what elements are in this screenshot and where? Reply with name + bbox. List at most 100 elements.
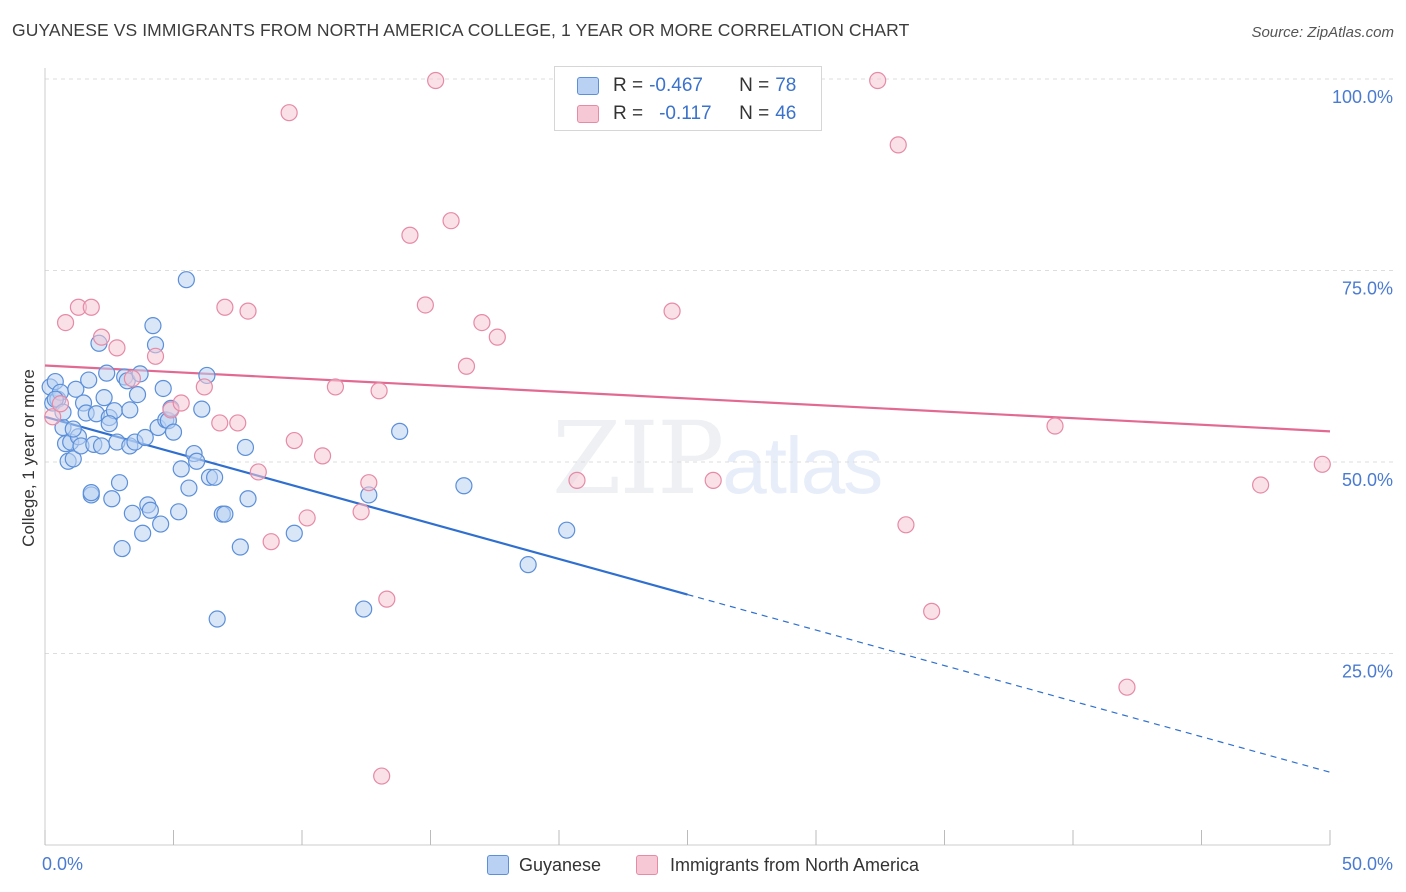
- immigrants-point: [51, 395, 70, 413]
- immigrants-point: [216, 298, 234, 316]
- legend-item-immigrants[interactable]: Immigrants from North America: [636, 852, 919, 878]
- chart-title: GUYANESE VS IMMIGRANTS FROM NORTH AMERIC…: [12, 20, 910, 40]
- guyanese-point: [172, 460, 190, 478]
- guyanese-point: [180, 479, 198, 497]
- guyanese-trend-extension: [687, 593, 1331, 773]
- guyanese-point: [123, 504, 141, 522]
- legend-label-immigrants: Immigrants from North America: [670, 854, 920, 875]
- legend-label-guyanese: Guyanese: [519, 854, 602, 875]
- immigrants-point: [352, 503, 370, 521]
- guyanese-point: [82, 484, 100, 502]
- guyanese-point: [236, 438, 255, 457]
- immigrants-point: [92, 328, 111, 346]
- immigrants-point: [56, 313, 75, 332]
- immigrants-point: [427, 71, 445, 90]
- immigrants-point: [897, 516, 915, 534]
- guyanese-point: [103, 490, 121, 508]
- n-label: N =: [739, 75, 770, 96]
- immigrants-point: [298, 509, 316, 527]
- guyanese-legend-swatch: [487, 855, 509, 875]
- immigrants-legend-swatch: [636, 855, 658, 875]
- guyanese-point: [64, 420, 82, 438]
- immigrants-point: [704, 471, 722, 489]
- immigrants-point: [1046, 417, 1064, 435]
- immigrants-point: [568, 471, 586, 489]
- guyanese-point: [64, 450, 82, 468]
- guyanese-point: [154, 379, 172, 398]
- guyanese-point: [239, 490, 257, 508]
- immigrants-trend-line: [44, 364, 1331, 433]
- immigrants-point: [280, 104, 298, 122]
- legend-row-guyanese: R = -0.467 N = 78: [577, 72, 796, 100]
- r-value: -0.467: [649, 75, 703, 96]
- n-value: 46: [775, 103, 797, 124]
- tick-labels: 25.0% 50.0% 75.0% 100.0% 0.0% 50.0% College, 1…: [19, 87, 1393, 874]
- immigrants-point: [457, 357, 476, 375]
- immigrants-point: [442, 212, 460, 230]
- r-value: -0.117: [659, 103, 712, 124]
- guyanese-point: [558, 521, 576, 539]
- immigrants-point: [123, 369, 141, 388]
- y-tick-label: 25.0%: [1342, 662, 1393, 682]
- guyanese-point: [121, 401, 139, 419]
- legend-item-guyanese[interactable]: Guyanese: [487, 852, 601, 878]
- immigrants-point: [108, 339, 126, 357]
- immigrants-point: [401, 226, 419, 244]
- guyanese-point: [208, 610, 226, 628]
- immigrants-point: [44, 408, 62, 426]
- immigrants-point: [172, 394, 190, 412]
- guyanese-point: [67, 380, 85, 398]
- immigrants-point: [239, 302, 257, 320]
- immigrants-point: [869, 71, 887, 90]
- immigrants-point: [1118, 678, 1136, 696]
- guyanese-point: [206, 468, 224, 486]
- immigrants-point: [373, 767, 391, 785]
- immigrants-point: [416, 296, 434, 314]
- immigrants-point: [1252, 476, 1270, 494]
- guyanese-point: [170, 503, 188, 521]
- correlation-legend: R = -0.467 N = 78 R = -0.117 N = 46: [554, 66, 822, 131]
- guyanese-point: [128, 385, 147, 404]
- x-tick-label: 0.0%: [42, 854, 83, 874]
- gridlines: [45, 78, 1393, 654]
- r-label: R =: [613, 103, 644, 124]
- immigrants-point: [262, 533, 280, 551]
- y-axis-label: College, 1 year or more: [19, 369, 38, 547]
- immigrants-point: [488, 328, 506, 346]
- immigrants-point: [1313, 455, 1331, 473]
- guyanese-point: [95, 389, 113, 407]
- immigrants-point: [285, 431, 303, 450]
- guyanese-point: [80, 371, 98, 389]
- guyanese-point: [193, 400, 211, 418]
- immigrants-point: [313, 447, 332, 465]
- guyanese-point: [113, 539, 131, 558]
- guyanese-point: [92, 437, 111, 455]
- guyanese-point: [455, 477, 473, 495]
- immigrants-point: [370, 382, 388, 400]
- y-tick-label: 100.0%: [1332, 87, 1393, 107]
- guyanese-point: [188, 452, 206, 470]
- watermark-atlas: atlas: [722, 421, 883, 510]
- immigrants-point: [249, 463, 267, 481]
- guyanese-point: [98, 364, 116, 382]
- immigrants-swatch: [577, 105, 599, 123]
- immigrants-point: [211, 414, 229, 432]
- x-tick-label: 50.0%: [1342, 854, 1393, 874]
- r-label: R =: [613, 75, 644, 96]
- immigrants-point: [378, 590, 396, 608]
- immigrants-point: [146, 347, 165, 365]
- guyanese-point: [144, 317, 162, 335]
- immigrants-point: [82, 298, 100, 316]
- axes: [44, 68, 1331, 846]
- n-value: 78: [775, 75, 797, 96]
- n-label: N =: [739, 103, 770, 124]
- guyanese-point: [164, 423, 183, 441]
- guyanese-point: [152, 515, 170, 533]
- guyanese-point: [177, 271, 195, 289]
- immigrants-point: [229, 414, 247, 432]
- guyanese-point: [134, 524, 152, 542]
- immigrants-point: [923, 602, 941, 620]
- guyanese-point: [355, 600, 373, 618]
- guyanese-point: [519, 556, 537, 574]
